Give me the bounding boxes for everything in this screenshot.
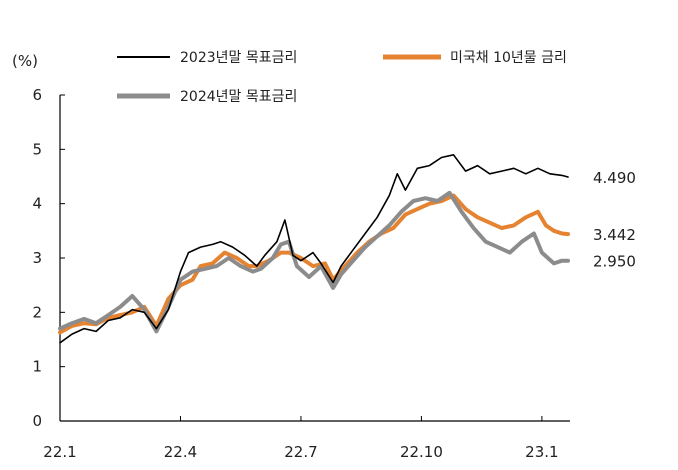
series-layer (58, 154, 570, 344)
end-label-2023-target: 4.490 (593, 169, 636, 187)
x-tick-label: 22.7 (284, 443, 317, 461)
end-label-us10y: 3.442 (593, 226, 636, 244)
x-axis: 22.1 22.4 22.7 22.10 23.1 (43, 416, 570, 461)
y-tick-label: 4 (32, 195, 42, 213)
x-tick-label: 23.1 (525, 443, 558, 461)
legend-label-2023: 2023년말 목표금리 (180, 50, 297, 66)
legend-label-2024: 2024년말 목표금리 (180, 89, 297, 105)
y-tick-label: 6 (32, 86, 42, 104)
y-tick-label: 0 (32, 412, 42, 430)
y-tick-label: 5 (32, 140, 42, 158)
series-line-2023-target (59, 154, 569, 344)
legend: 2023년말 목표금리 미국채 10년물 금리 2024년말 목표금리 (117, 50, 567, 105)
y-axis: 0 1 2 3 4 5 6 (32, 86, 65, 430)
series-line-us10y (58, 193, 570, 335)
end-labels: 4.490 3.442 2.950 (593, 169, 636, 271)
y-tick-label: 2 (32, 303, 42, 321)
legend-label-us10y: 미국채 10년물 금리 (450, 50, 567, 66)
y-tick-label: 3 (32, 249, 42, 267)
x-tick-label: 22.1 (43, 443, 76, 461)
end-label-2024-target: 2.950 (593, 253, 636, 271)
y-tick-label: 1 (32, 358, 42, 376)
y-unit-label: (%) (12, 52, 38, 70)
x-tick-label: 22.10 (400, 443, 443, 461)
x-tick-label: 22.4 (164, 443, 197, 461)
